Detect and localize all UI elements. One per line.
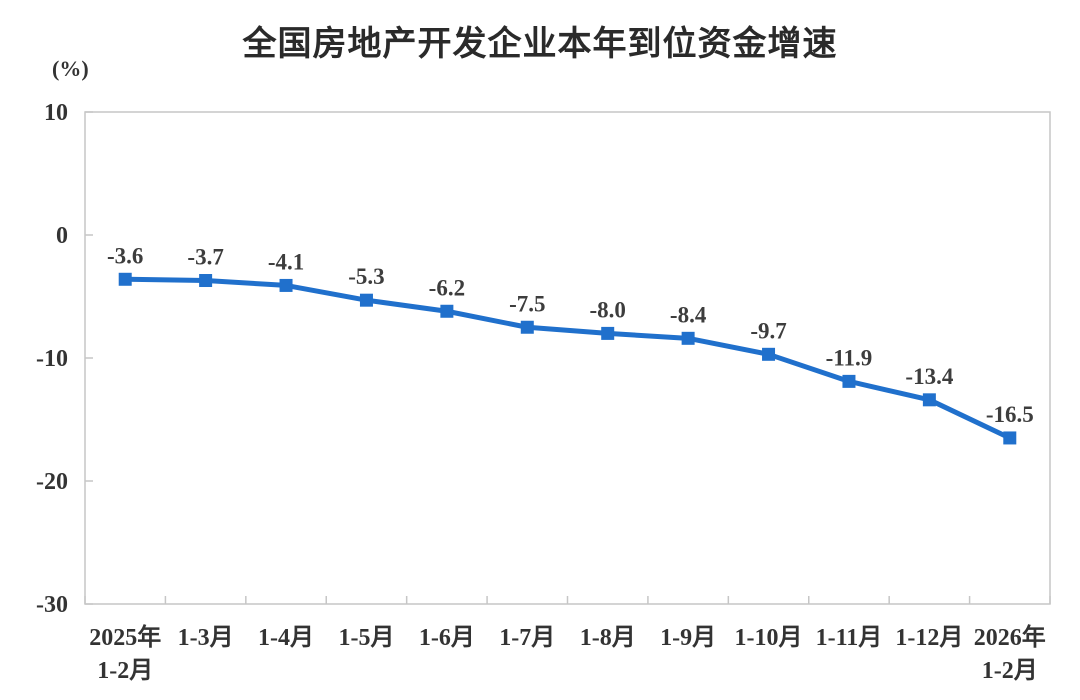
x-axis-tick-label: 1-12月 [895, 625, 963, 651]
data-point-label: -11.9 [826, 345, 873, 370]
x-axis-tick-label: 2025年 1-2月 [89, 623, 161, 684]
x-axis-tick-label: 1-5月 [338, 625, 394, 651]
data-point-marker [922, 393, 936, 407]
data-point-label: -6.2 [429, 275, 465, 300]
x-axis-tick-label: 1-11月 [816, 625, 883, 651]
y-axis-tick-label: -30 [36, 592, 68, 618]
data-point-label: -8.4 [670, 302, 707, 327]
data-point-label: -7.5 [509, 291, 545, 316]
data-point-marker [842, 374, 856, 388]
x-axis-tick-label: 1-7月 [499, 625, 555, 651]
data-point-marker [359, 293, 373, 307]
data-point-marker [601, 326, 615, 340]
x-axis-tick-label: 1-4月 [258, 625, 314, 651]
y-axis-unit-label: (%) [52, 56, 89, 81]
data-point-marker [1003, 431, 1017, 445]
data-point-label: -4.1 [268, 249, 304, 274]
x-axis-tick-label: 1-10月 [735, 625, 803, 651]
data-point-label: -3.7 [187, 245, 223, 270]
data-point-marker [279, 278, 293, 292]
y-axis-tick-label: -20 [36, 469, 68, 495]
data-point-label: -13.4 [905, 364, 953, 389]
x-axis-tick-label: 1-9月 [660, 625, 716, 651]
x-axis-tick-label: 2026年 1-2月 [974, 623, 1046, 684]
data-point-marker [199, 274, 213, 288]
data-point-marker [762, 347, 776, 361]
plot-border [84, 111, 1051, 605]
data-point-marker [520, 320, 534, 334]
data-point-label: -16.5 [986, 402, 1034, 427]
data-point-label: -5.3 [348, 264, 384, 289]
x-axis-tick-label: 1-3月 [178, 625, 234, 651]
y-axis-tick-label: 0 [56, 223, 68, 249]
data-point-label: -3.6 [107, 243, 143, 268]
data-point-marker [681, 331, 695, 345]
data-point-label: -8.0 [589, 297, 625, 322]
data-point-marker [118, 272, 132, 286]
data-point-label: -9.7 [750, 318, 786, 343]
trend-line [122, 276, 1013, 441]
y-axis-tick-label: -10 [36, 346, 68, 372]
y-axis-tick-label: 10 [44, 100, 68, 126]
x-axis-tick-label: 1-6月 [419, 625, 475, 651]
chart-title: 全国房地产开发企业本年到位资金增速 [242, 25, 838, 63]
x-axis-tick-label: 1-8月 [580, 625, 636, 651]
data-point-marker [440, 304, 454, 318]
